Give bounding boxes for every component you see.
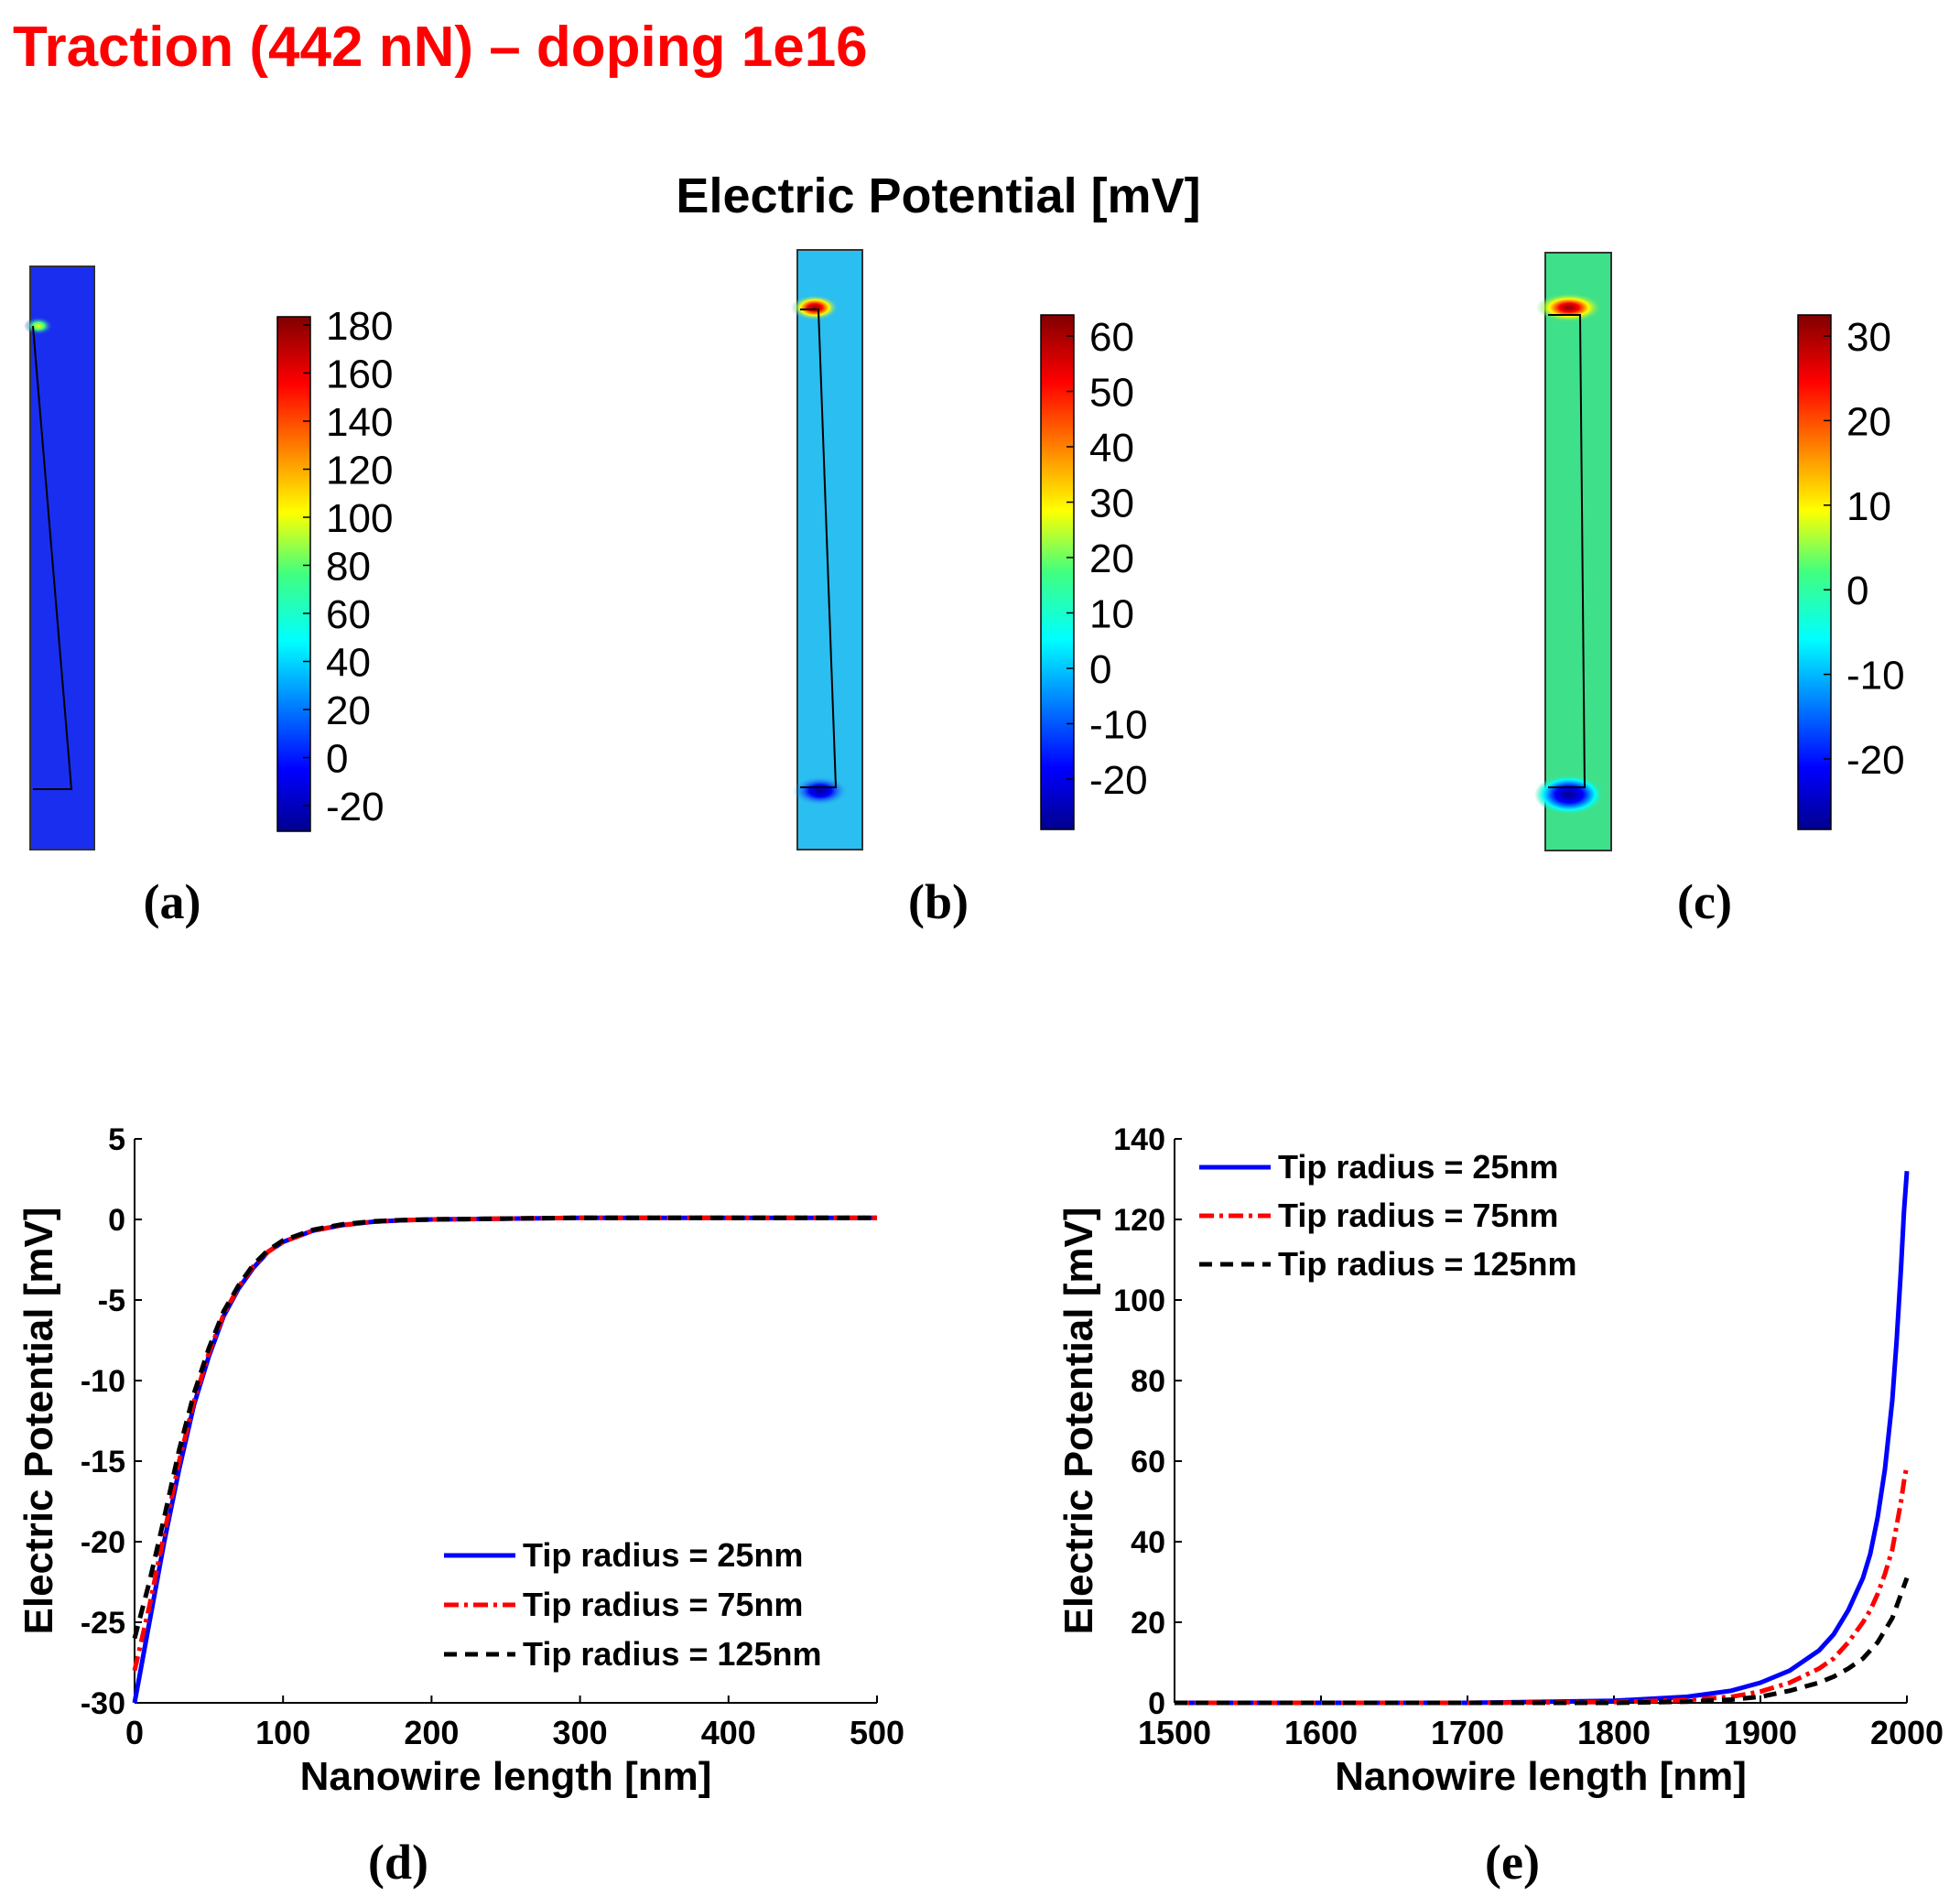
panel-letter-d: (d)	[368, 1835, 428, 1890]
colorbar-tick-label: -20	[1846, 738, 1905, 783]
legend: Tip radius = 25nm Tip radius = 75nm Tip ra…	[1199, 1148, 1576, 1283]
line-chart-e: 1500 1600 1700 1800 1900 2000 140 120 100 80 60 40 2…	[1056, 1122, 1944, 1799]
hotspot-c	[1536, 293, 1602, 322]
y-tick-label: 5	[108, 1122, 125, 1157]
y-tick-label: -15	[81, 1445, 125, 1479]
maps-title: Electric Potential [mV]	[676, 168, 1200, 223]
colorbar-c	[1797, 314, 1832, 830]
series-line-3	[132, 1215, 877, 1640]
x-tick-label: 300	[553, 1714, 608, 1751]
colorbar-tick-label: 20	[1846, 399, 1891, 444]
colorbar-tick-label: -20	[1089, 758, 1148, 803]
y-tick-label: 40	[1131, 1525, 1165, 1560]
panel-letter-a: (a)	[144, 874, 201, 929]
page-title: Traction (442 nN) – doping 1e16	[13, 16, 868, 79]
colorbar-tick-label: 20	[326, 688, 371, 733]
colorbar-tick-label: -10	[1089, 703, 1148, 748]
colorbar-tick-label: 120	[326, 449, 393, 493]
x-axis-label: Nanowire length [nm]	[1335, 1754, 1747, 1799]
legend-label: Tip radius = 75nm	[523, 1586, 803, 1623]
colorbar-tick-label: 10	[1089, 592, 1134, 637]
x-tick-label: 2000	[1870, 1714, 1944, 1751]
x-tick-label: 500	[850, 1714, 904, 1751]
x-axis-label: Nanowire length [nm]	[300, 1754, 712, 1799]
colorbar-tick-label: 0	[1846, 569, 1868, 613]
y-tick-label: 140	[1113, 1122, 1165, 1157]
y-tick-label: -25	[81, 1606, 125, 1641]
y-tick-label: -30	[81, 1686, 125, 1721]
y-tick-label: 60	[1131, 1445, 1165, 1479]
series-line-3	[1175, 1576, 1910, 1706]
y-tick-label: 100	[1113, 1284, 1165, 1318]
y-tick-label: 80	[1131, 1364, 1165, 1399]
nanowire-field-b	[796, 249, 863, 850]
x-tick-label: 1600	[1284, 1714, 1358, 1751]
legend-label: Tip radius = 125nm	[1278, 1245, 1576, 1283]
y-tick-label: 0	[108, 1203, 125, 1238]
colorbar-tick-label: 80	[326, 545, 371, 590]
nanowire-field-c	[1544, 252, 1612, 851]
map-panel-c: 30 20 10 0 -10 -20 (c)	[1534, 252, 1905, 929]
colorbar-tick-label: 60	[1089, 315, 1134, 360]
y-tick-label: 20	[1131, 1606, 1165, 1641]
x-tick-label: 200	[404, 1714, 459, 1751]
coldspot-c	[1534, 775, 1604, 815]
x-tick-label: 100	[255, 1714, 310, 1751]
x-tick-label: 1900	[1724, 1714, 1797, 1751]
nanowire-field-a	[29, 265, 95, 850]
x-tick-label: 1500	[1138, 1714, 1211, 1751]
y-tick-label: -5	[98, 1284, 125, 1318]
y-tick-label: 120	[1113, 1203, 1165, 1238]
colorbar-tick-label: 10	[1846, 484, 1891, 529]
hotspot-b	[791, 295, 839, 320]
colorbar-tick-label: -20	[326, 785, 384, 829]
colorbar-tick-label: 0	[326, 737, 348, 782]
hotspot-a	[24, 317, 53, 335]
y-tick-label: 0	[1148, 1686, 1165, 1721]
panel-letter-e: (e)	[1485, 1835, 1540, 1890]
colorbar-b	[1040, 314, 1075, 830]
colorbar-tick-label: 40	[1089, 426, 1134, 471]
nanowire-outline-a	[32, 325, 73, 790]
y-tick-label: -10	[81, 1364, 125, 1399]
colorbar-tick-label: 30	[1846, 315, 1891, 360]
colorbar-tick-label: 100	[326, 496, 393, 541]
colorbar-tick-label: 40	[326, 641, 371, 686]
colorbar-ticks-c: 30 20 10 0 -10 -20	[1824, 315, 1905, 783]
nanowire-outline-b	[800, 309, 838, 788]
colorbar-ticks-b: 60 50 40 30 20 10 0 -10 -20	[1067, 315, 1148, 803]
y-axis-label: Electric Potential [mV]	[1056, 1207, 1101, 1634]
panel-letter-c: (c)	[1677, 874, 1732, 929]
colorbar-tick-label: 30	[1089, 482, 1134, 526]
y-axis-label: Electric Potential [mV]	[16, 1207, 61, 1634]
x-tick-label: 1700	[1431, 1714, 1504, 1751]
legend-label: Tip radius = 75nm	[1278, 1197, 1558, 1234]
colorbar-tick-label: -10	[1846, 654, 1905, 699]
map-panel-b: 60 50 40 30 20 10 0 -10 -20 (b)	[791, 249, 1148, 929]
line-chart-d: 0 100 200 300 400 500 5 0 -5 -10 -15 -20 -25 -30 Nanow…	[16, 1122, 904, 1799]
colorbar-tick-label: 60	[326, 592, 371, 637]
colorbar-a	[276, 316, 311, 832]
colorbar-tick-label: 180	[326, 304, 393, 349]
series-line-1	[132, 1215, 877, 1704]
panel-letter-b: (b)	[908, 874, 969, 929]
x-tick-label: 1800	[1577, 1714, 1651, 1751]
legend-label: Tip radius = 125nm	[523, 1635, 821, 1673]
colorbar-tick-label: 140	[326, 400, 393, 445]
y-tick-label: -20	[81, 1525, 125, 1560]
colorbar-tick-label: 0	[1089, 647, 1111, 692]
legend: Tip radius = 25nm Tip radius = 75nm Tip ra…	[444, 1536, 821, 1673]
nanowire-outline-c	[1548, 314, 1586, 788]
x-tick-label: 400	[701, 1714, 756, 1751]
coldspot-b	[793, 776, 848, 806]
colorbar-tick-label: 20	[1089, 536, 1134, 581]
legend-label: Tip radius = 25nm	[523, 1536, 803, 1574]
x-tick-label: 0	[125, 1714, 144, 1751]
legend-label: Tip radius = 25nm	[1278, 1148, 1558, 1186]
colorbar-tick-label: 50	[1089, 371, 1134, 416]
colorbar-tick-label: 160	[326, 352, 393, 397]
